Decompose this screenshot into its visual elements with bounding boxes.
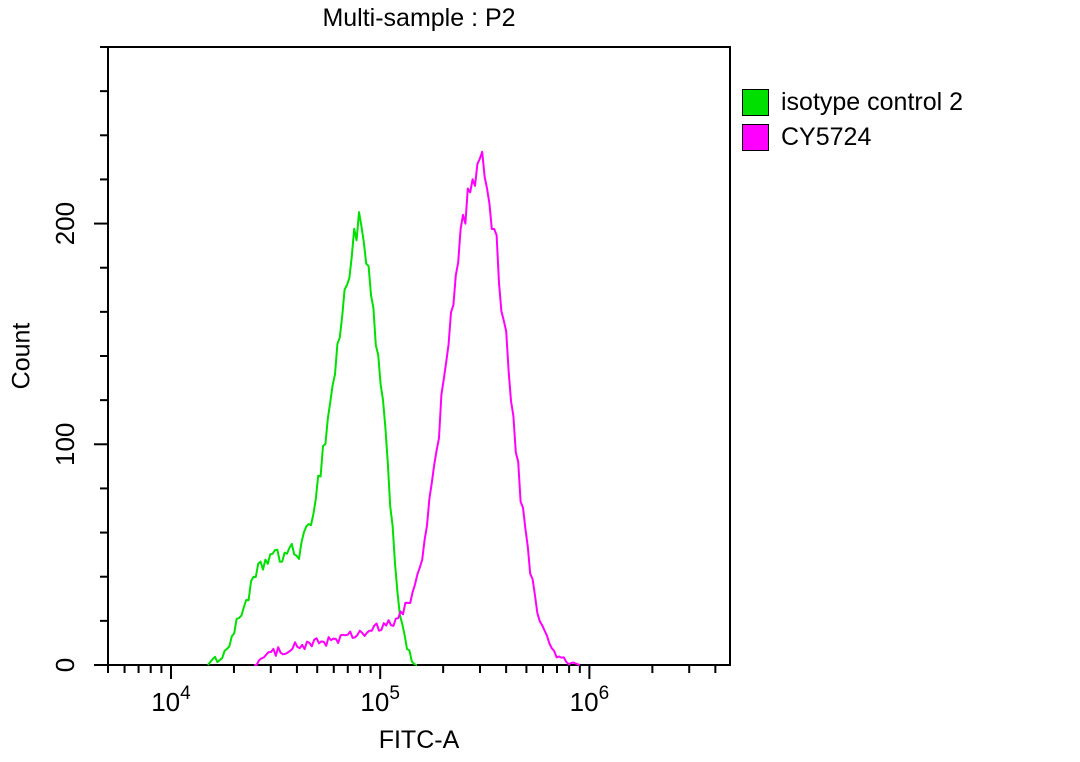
legend-swatch-magenta bbox=[742, 124, 769, 151]
svg-text:200: 200 bbox=[50, 202, 80, 245]
legend-item-isotype-control: isotype control 2 bbox=[742, 88, 963, 117]
svg-text:106: 106 bbox=[570, 683, 610, 717]
x-axis-label: FITC-A bbox=[378, 726, 460, 754]
svg-text:0: 0 bbox=[50, 658, 80, 672]
svg-text:104: 104 bbox=[151, 683, 191, 717]
legend: isotype control 2 CY5724 bbox=[742, 88, 963, 158]
chart-title: Multi-sample : P2 bbox=[322, 4, 516, 32]
svg-text:100: 100 bbox=[50, 423, 80, 466]
svg-text:105: 105 bbox=[360, 683, 400, 717]
legend-label-isotype-control: isotype control 2 bbox=[781, 88, 964, 116]
legend-swatch-green bbox=[742, 89, 769, 116]
legend-label-cy5724: CY5724 bbox=[781, 123, 872, 151]
y-axis-label: Count bbox=[7, 322, 36, 390]
legend-item-cy5724: CY5724 bbox=[742, 123, 963, 152]
